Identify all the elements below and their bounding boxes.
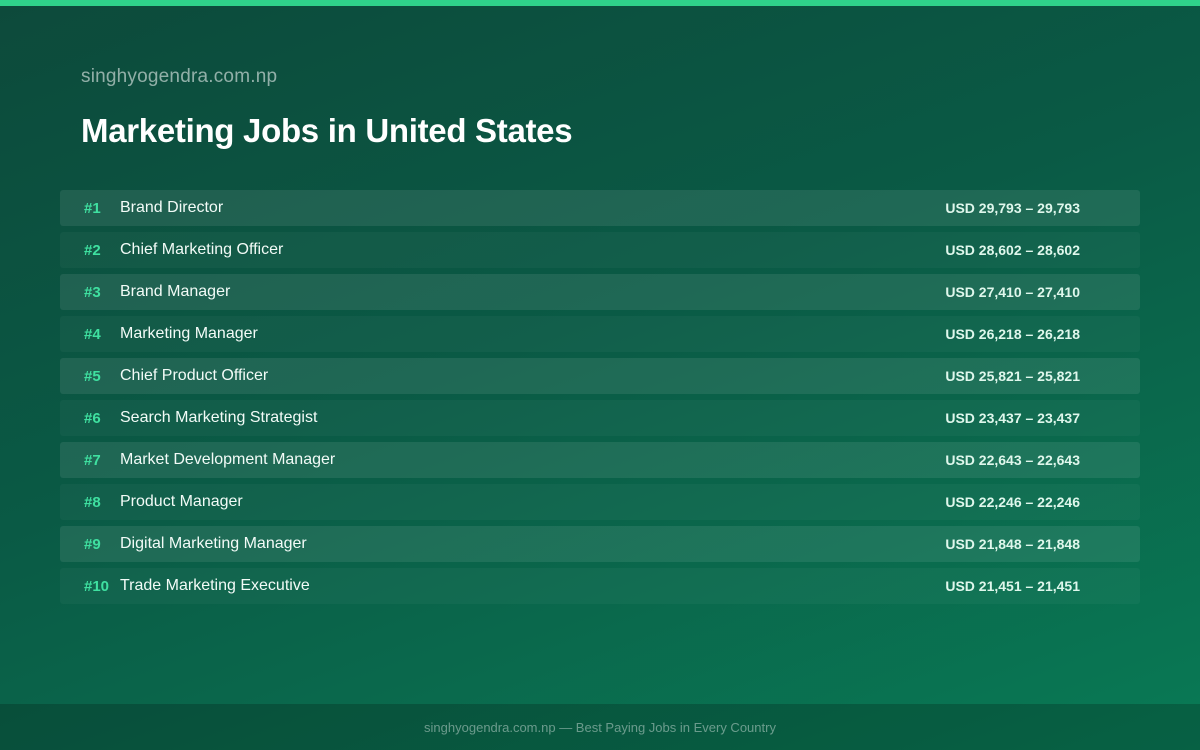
- job-row[interactable]: #1 Brand Director USD 29,793 – 29,793: [60, 190, 1140, 226]
- job-title: Digital Marketing Manager: [120, 535, 307, 552]
- job-salary: USD 23,437 – 23,437: [945, 410, 1080, 426]
- job-title: Chief Product Officer: [120, 367, 269, 384]
- job-rank: #9: [84, 535, 101, 553]
- job-salary: USD 29,793 – 29,793: [945, 200, 1080, 216]
- job-rank: #4: [84, 325, 101, 343]
- top-accent-bar: [0, 0, 1200, 6]
- job-salary: USD 25,821 – 25,821: [945, 368, 1080, 384]
- job-row[interactable]: #5 Chief Product Officer USD 25,821 – 25…: [60, 358, 1140, 394]
- job-row[interactable]: #2 Chief Marketing Officer USD 28,602 – …: [60, 232, 1140, 268]
- job-row[interactable]: #8 Product Manager USD 22,246 – 22,246: [60, 484, 1140, 520]
- job-title: Market Development Manager: [120, 451, 336, 468]
- job-title: Chief Marketing Officer: [120, 241, 284, 258]
- job-row[interactable]: #4 Marketing Manager USD 26,218 – 26,218: [60, 316, 1140, 352]
- job-title: Trade Marketing Executive: [120, 577, 310, 594]
- job-rank: #2: [84, 241, 101, 259]
- job-salary: USD 21,451 – 21,451: [945, 578, 1080, 594]
- job-row[interactable]: #10 Trade Marketing Executive USD 21,451…: [60, 568, 1140, 604]
- job-row[interactable]: #9 Digital Marketing Manager USD 21,848 …: [60, 526, 1140, 562]
- job-title: Brand Manager: [120, 283, 231, 300]
- job-rank: #3: [84, 283, 101, 301]
- job-rank: #8: [84, 493, 101, 511]
- job-title: Product Manager: [120, 493, 243, 510]
- job-salary: USD 21,848 – 21,848: [945, 536, 1080, 552]
- job-rank: #7: [84, 451, 101, 469]
- job-title: Marketing Manager: [120, 325, 258, 342]
- job-rank: #6: [84, 409, 101, 427]
- site-name: singhyogendra.com.np: [81, 66, 278, 87]
- page-title: Marketing Jobs in United States: [81, 112, 573, 149]
- footer: singhyogendra.com.np — Best Paying Jobs …: [0, 704, 1200, 750]
- job-salary: USD 22,643 – 22,643: [945, 452, 1080, 468]
- job-title: Search Marketing Strategist: [120, 409, 318, 426]
- job-row[interactable]: #7 Market Development Manager USD 22,643…: [60, 442, 1140, 478]
- job-rank: #5: [84, 367, 101, 385]
- job-list: #1 Brand Director USD 29,793 – 29,793 #2…: [60, 190, 1140, 610]
- job-rank: #10: [84, 577, 110, 595]
- job-salary: USD 22,246 – 22,246: [945, 494, 1080, 510]
- job-title: Brand Director: [120, 199, 224, 216]
- footer-text: singhyogendra.com.np — Best Paying Jobs …: [424, 719, 776, 735]
- job-salary: USD 27,410 – 27,410: [945, 284, 1080, 300]
- job-salary: USD 28,602 – 28,602: [945, 242, 1080, 258]
- job-row[interactable]: #6 Search Marketing Strategist USD 23,43…: [60, 400, 1140, 436]
- job-rank: #1: [84, 199, 101, 217]
- job-salary: USD 26,218 – 26,218: [945, 326, 1080, 342]
- job-row[interactable]: #3 Brand Manager USD 27,410 – 27,410: [60, 274, 1140, 310]
